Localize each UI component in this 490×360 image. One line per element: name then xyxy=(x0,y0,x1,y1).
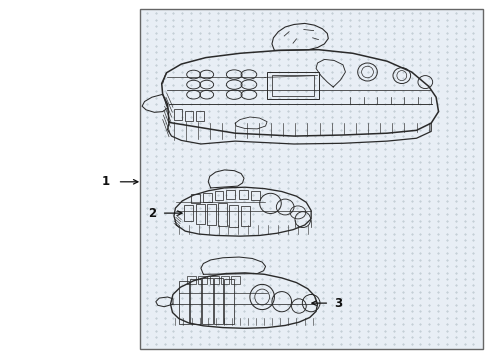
Bar xyxy=(191,194,200,203)
Text: 1: 1 xyxy=(102,175,110,188)
Text: 3: 3 xyxy=(334,297,343,310)
Bar xyxy=(179,281,189,324)
Bar xyxy=(241,206,250,226)
Bar xyxy=(224,279,234,324)
Bar xyxy=(174,109,182,120)
Bar xyxy=(239,190,248,199)
Text: 2: 2 xyxy=(147,207,156,220)
Bar xyxy=(187,276,196,284)
Bar xyxy=(215,191,223,200)
Bar xyxy=(218,203,227,226)
Bar xyxy=(229,205,238,227)
Bar xyxy=(226,190,235,199)
Bar xyxy=(220,276,229,284)
Bar xyxy=(184,205,193,221)
Bar xyxy=(203,193,212,202)
Bar xyxy=(214,278,223,324)
Bar xyxy=(210,276,219,284)
Bar xyxy=(196,111,204,121)
Bar xyxy=(202,278,213,324)
Bar xyxy=(267,72,318,99)
Bar xyxy=(272,75,314,96)
Bar xyxy=(198,276,207,284)
Bar xyxy=(185,111,193,121)
FancyBboxPatch shape xyxy=(140,9,483,349)
Bar xyxy=(207,204,216,225)
Bar xyxy=(190,279,201,324)
Bar xyxy=(231,276,240,284)
Bar xyxy=(251,191,260,200)
Bar xyxy=(196,204,205,224)
